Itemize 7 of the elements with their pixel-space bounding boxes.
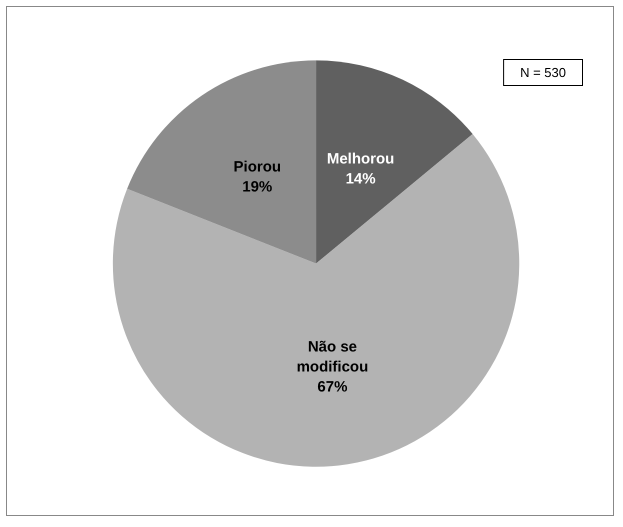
slice-label: Piorou (234, 158, 282, 176)
data-label: 14% (346, 170, 376, 188)
text: N = 530 (520, 65, 566, 80)
data-label: 67% (317, 378, 348, 396)
data-label: 19% (242, 178, 272, 196)
slice-label: Melhorou (326, 150, 394, 168)
slice-label: Não se modificou (296, 338, 368, 376)
